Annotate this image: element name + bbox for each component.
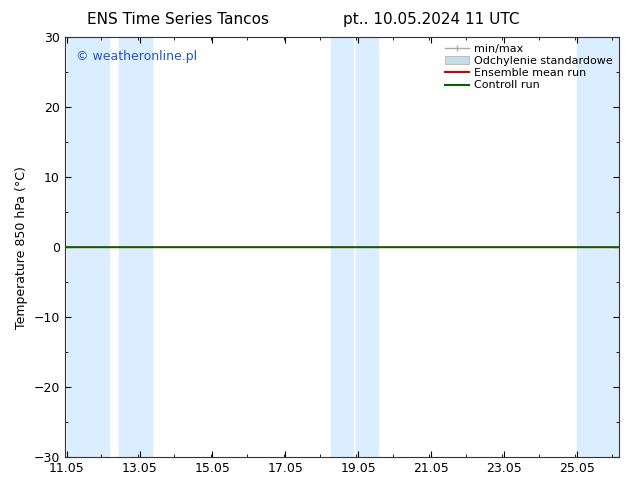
Bar [119,37,152,457]
Text: ENS Time Series Tancos: ENS Time Series Tancos [86,12,269,27]
Y-axis label: Temperature 850 hPa (°C): Temperature 850 hPa (°C) [15,166,28,329]
Legend: min/max, Odchylenie standardowe, Ensemble mean run, Controll run: min/max, Odchylenie standardowe, Ensembl… [441,41,616,94]
Text: © weatheronline.pl: © weatheronline.pl [76,50,197,63]
Bar [331,37,353,457]
Bar [577,37,619,457]
Bar [67,37,108,457]
Bar [356,37,378,457]
Text: pt.. 10.05.2024 11 UTC: pt.. 10.05.2024 11 UTC [343,12,519,27]
